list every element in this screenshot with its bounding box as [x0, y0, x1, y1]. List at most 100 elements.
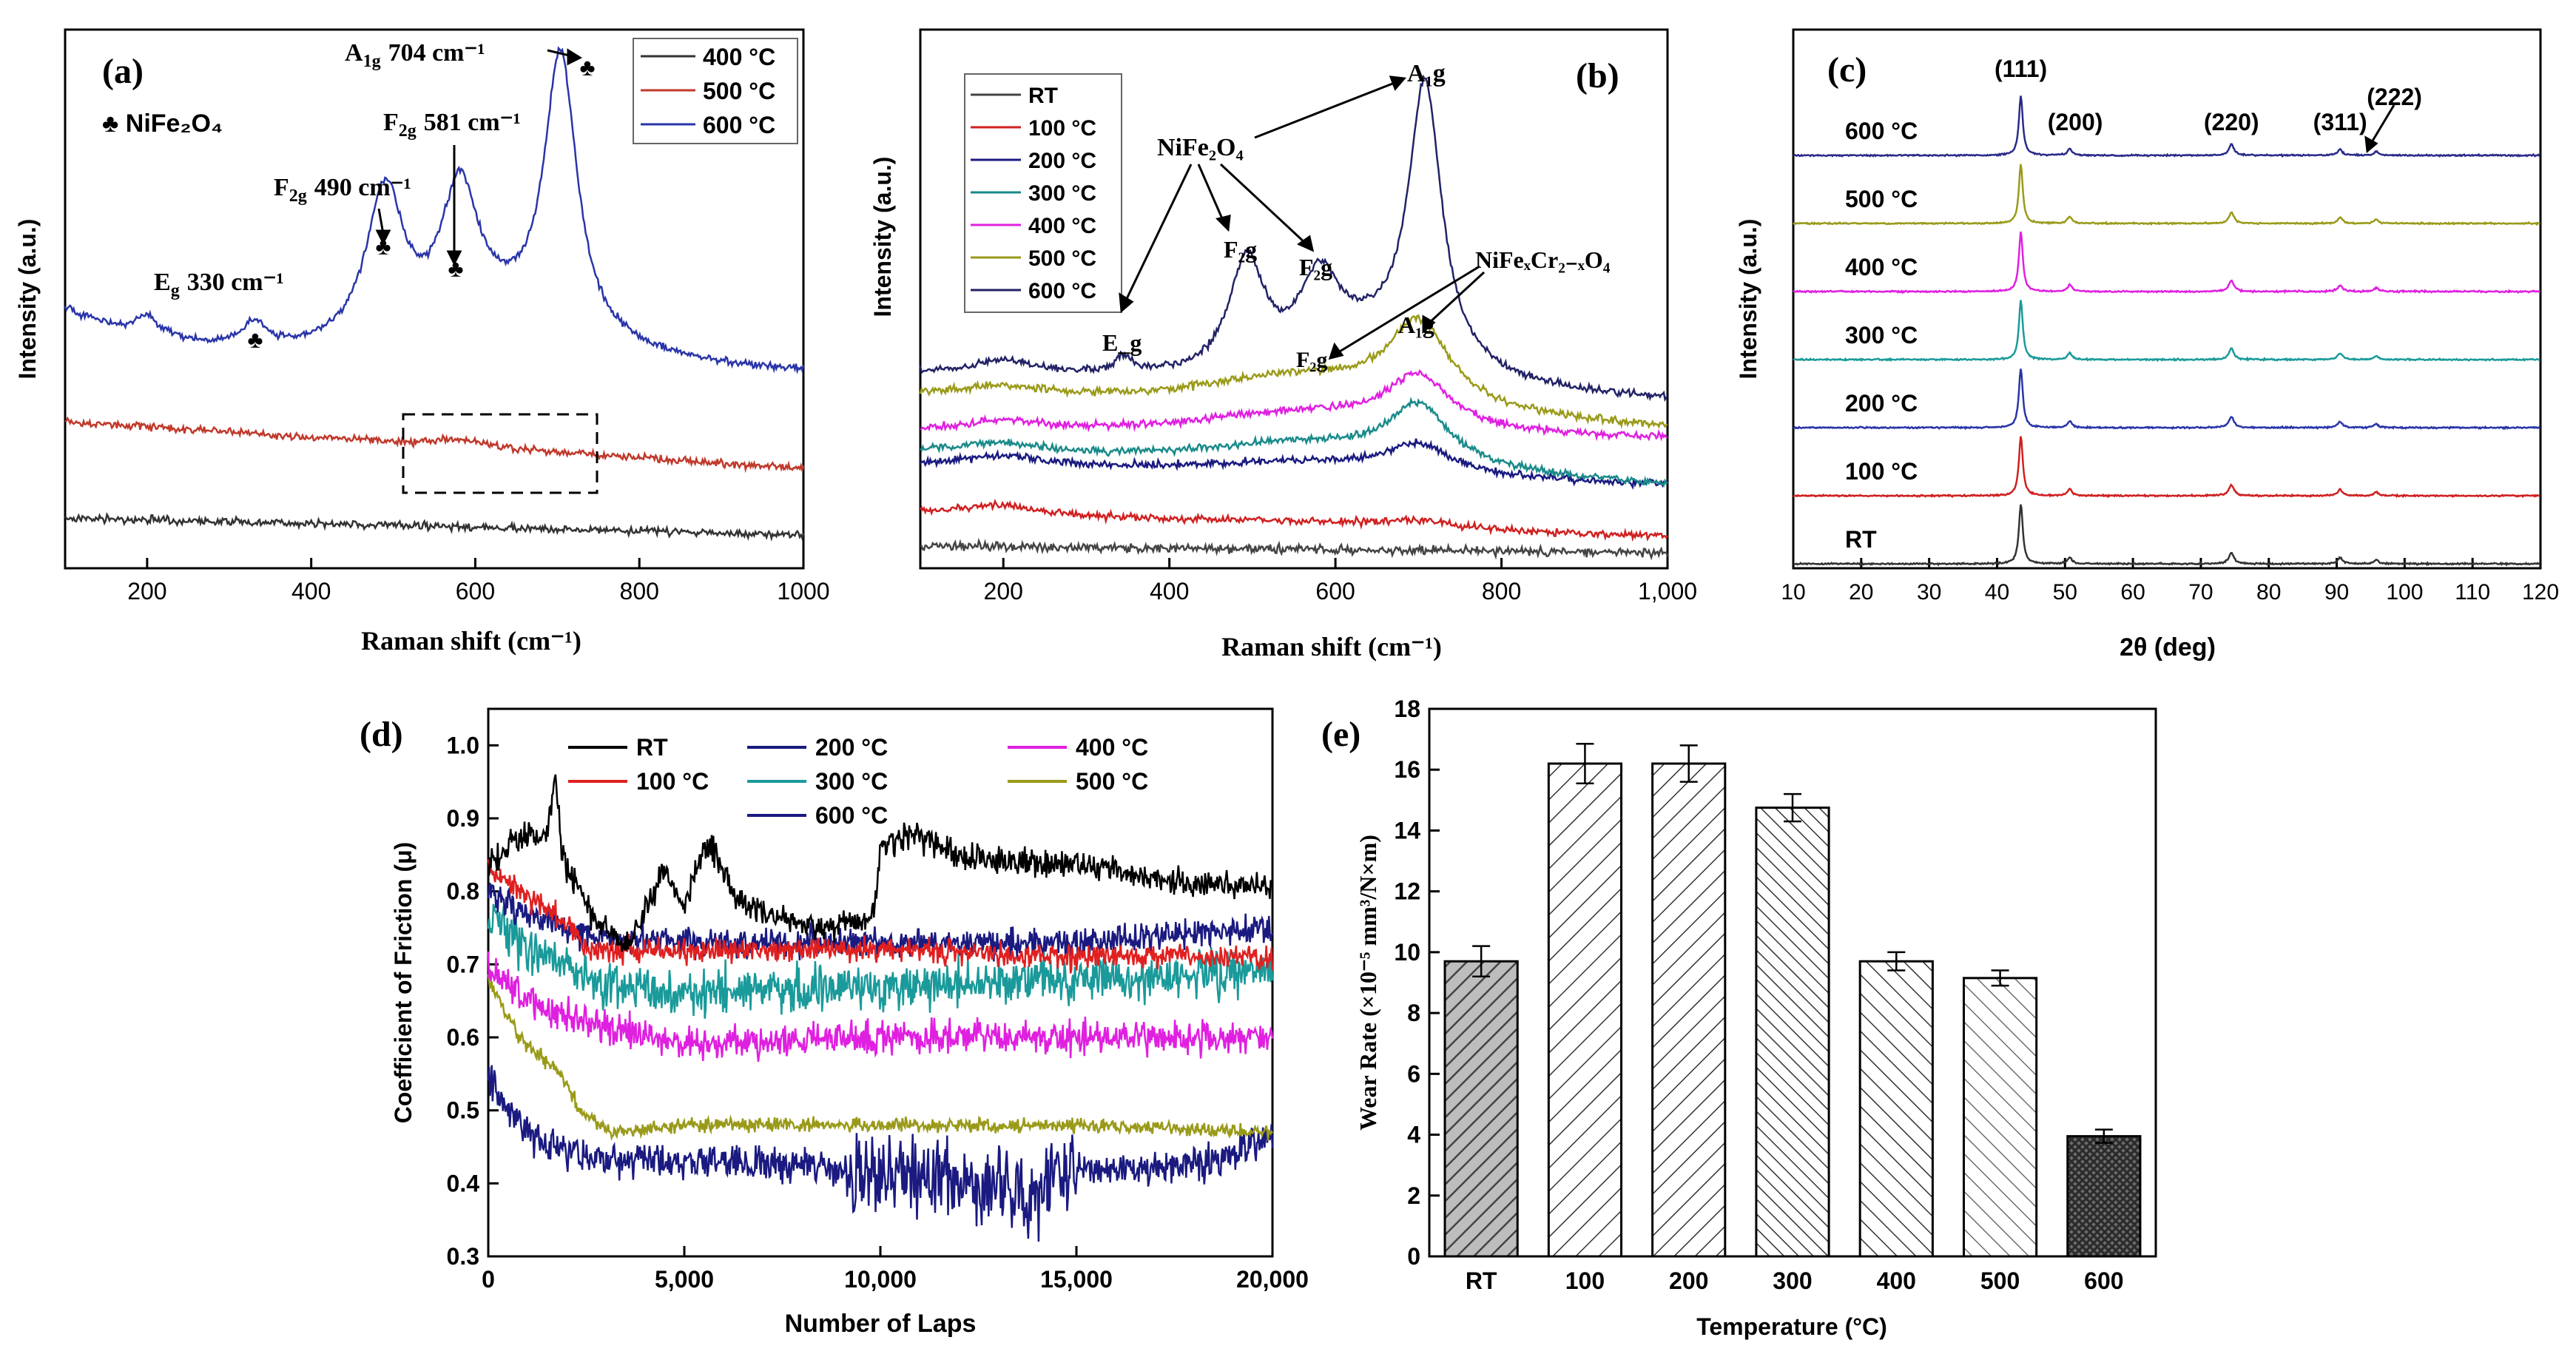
panel-d-series-line [487, 1065, 1274, 1242]
panel-c-x-tick-label: 60 [2120, 580, 2145, 605]
panel-a-x-tick-label: 800 [620, 578, 659, 605]
panel-e-y-tick-label: 4 [1407, 1122, 1420, 1148]
panel-c-x-tick-label: 90 [2324, 580, 2349, 605]
panel-c-series-label: 400 °C [1845, 254, 1918, 280]
panel-c-series-label: 100 °C [1845, 458, 1918, 485]
panel-c-series-lines [1793, 95, 2541, 567]
panel-b-series-line [919, 74, 1668, 403]
panel-c-x-tick-label: 120 [2522, 580, 2559, 605]
panel-c-x-tick-label: 20 [1849, 580, 1873, 605]
panel-c-series-label: 600 °C [1845, 118, 1918, 144]
panel-d: (d) 0 5,000 10,000 15,000 20,000 0.3 0.4 0.5 0.6… [360, 707, 1309, 1338]
panel-b-ylabel: Intensity (a.u.) [869, 157, 896, 317]
panel-b-legend-label: 300 °C [1028, 181, 1096, 206]
panel-a-legend: 400 °C 500 °C 600 °C [633, 38, 798, 144]
panel-d-y-tick-label: 1.0 [447, 732, 479, 758]
panel-e-bars: RT 100 200 300 400 500 600 [1443, 743, 2142, 1294]
panel-c-peak-label: (200) [2048, 109, 2103, 135]
panel-d-legend-label: 100 °C [636, 768, 709, 795]
panel-d-y-tick-label: 0.9 [447, 805, 479, 832]
panel-e-y-tick-label: 2 [1407, 1182, 1420, 1209]
panel-a-series-lines [64, 46, 805, 542]
panel-b: (b) 200 400 600 800 1,000 Raman shift (cm⁻¹)… [869, 28, 1697, 661]
panel-c-arrow-222 [2364, 104, 2395, 153]
panel-b-x-tick-label: 800 [1482, 578, 1521, 605]
panel-b-series-line [919, 438, 1668, 491]
panel-c-x-tick-label: 10 [1781, 580, 1805, 605]
panel-d-y-tick-label: 0.5 [447, 1097, 479, 1124]
panel-c-series-line [1793, 504, 2540, 567]
panel-c-peak-label: (220) [2204, 109, 2259, 135]
panel-d-legend: RT 100 °C 200 °C 300 °C 400 °C 500 °C 600 °C [568, 734, 1148, 829]
panel-b-annotation-a1g-top: A₁g [1407, 60, 1446, 87]
panel-c-x-tick-label: 70 [2188, 580, 2213, 605]
panel-e-y-tick-label: 10 [1394, 939, 1420, 966]
panel-e-x-tick-label: 300 [1773, 1267, 1812, 1294]
panel-c-series-label: 500 °C [1845, 186, 1918, 212]
panel-e-y-tick-label: 12 [1394, 878, 1420, 905]
panel-e-ylabel: Wear Rate (×10⁻⁵ mm³/N×m) [1355, 835, 1381, 1131]
panel-c-x-tick-label: 40 [1985, 580, 2009, 605]
panel-a-highlight-box [402, 413, 599, 494]
panel-a-series-line [64, 511, 805, 542]
panel-a-marker-legend: ♣ NiFe₂O₄ [102, 110, 223, 138]
panel-a-ylabel: Intensity (a.u.) [14, 219, 41, 380]
panel-e-y-tick-label: 16 [1394, 756, 1420, 783]
panel-d-x-tick-label: 20,000 [1236, 1266, 1309, 1293]
panel-b-x-tick-label: 1,000 [1638, 578, 1697, 605]
panel-c-plot-frame [1792, 28, 2542, 570]
panel-d-y-tick-label: 0.8 [447, 878, 479, 905]
panel-c-series-labels: RT 100 °C 200 °C 300 °C 400 °C 500 °C 600 °C [1845, 118, 1918, 553]
panel-c-series-line [1793, 95, 2540, 158]
panel-e-xlabel: Temperature (°C) [1696, 1313, 1887, 1340]
club-marker-581: ♣ [448, 255, 464, 282]
panel-e-y-tick-label: 0 [1407, 1243, 1420, 1270]
panel-c-x-tick-label: 80 [2256, 580, 2281, 605]
panel-c-peak-label: (111) [1995, 55, 2047, 82]
panel-d-series-line [487, 859, 1274, 974]
panel-b-arrows [1119, 75, 1486, 360]
panel-e-axis-ticks: 0 2 4 6 8 10 12 14 16 18 [1394, 696, 1440, 1270]
panel-d-y-tick-label: 0.7 [447, 951, 479, 977]
panel-c-xlabel: 2θ (deg) [2120, 633, 2216, 661]
panel-b-annotation-f2g-1: F₂g [1224, 236, 1257, 263]
panel-d-series-line [487, 903, 1274, 1019]
panel-a-x-tick-label: 200 [127, 578, 166, 605]
club-marker-704: ♣ [580, 54, 596, 81]
panel-b-x-tick-label: 600 [1315, 578, 1355, 605]
panel-b-annotation-f2g-3: F₂g [1296, 348, 1327, 372]
panel-c-series-line [1793, 436, 2540, 499]
panel-a-annotation-a1g-704: A1g 704 cm⁻¹ [345, 39, 485, 71]
panel-d-ylabel: Coefficient of Friction (μ) [390, 842, 417, 1123]
panel-b-x-ticks: 200 400 600 800 1,000 [984, 558, 1697, 605]
panel-a-annotation-eg: Eg 330 cm⁻¹ [154, 269, 284, 300]
panel-e-x-tick-label: 500 [1980, 1267, 2020, 1294]
panel-c-series-line [1793, 164, 2541, 226]
panel-c-series-line [1793, 231, 2541, 294]
panel-b-legend-label: 100 °C [1028, 116, 1096, 141]
panel-c-peak-label: (311) [2313, 109, 2367, 135]
panel-a-x-tick-label: 400 [291, 578, 331, 605]
panel-b-legend-label: RT [1028, 84, 1058, 108]
panel-c-x-ticks: 10 20 30 40 50 60 70 80 90 100 110 120 [1781, 558, 2559, 605]
panel-e-x-tick-label: 600 [2084, 1267, 2123, 1294]
panel-b-series-line [920, 537, 1669, 561]
panel-c: (c) 10 20 30 40 50 60 70 80 90 100 110 120 RT 100 °C… [1735, 28, 2559, 661]
panel-a-plot-frame [64, 28, 805, 570]
panel-a-legend-600: 600 °C [703, 112, 775, 138]
panel-b-x-tick-label: 400 [1150, 578, 1189, 605]
panel-c-x-tick-label: 110 [2455, 580, 2490, 605]
panel-d-x-tick-label: 5,000 [655, 1266, 714, 1293]
panel-d-axis-ticks: 0 5,000 10,000 15,000 20,000 0.3 0.4 0.5 0.6 0.7 0… [447, 732, 1309, 1293]
panel-c-peak-labels: (111)(200) (220) (311)(222) [1995, 55, 2422, 135]
panel-e: (e) 0 2 4 6 8 10 12 14 16 18 RT 100 200 300 400 500 600… [1321, 696, 2157, 1340]
panel-e-bar [1547, 762, 1623, 1258]
panel-b-annotation-eg: E_g [1102, 329, 1142, 356]
panel-d-series-line [487, 952, 1274, 1063]
panel-b-legend-label: 400 °C [1028, 214, 1096, 238]
panel-a-series-line [64, 46, 805, 374]
panel-b-series-line [920, 397, 1668, 488]
panel-b-legend-label: 600 °C [1028, 279, 1096, 303]
panel-e-bar [1858, 960, 1934, 1258]
